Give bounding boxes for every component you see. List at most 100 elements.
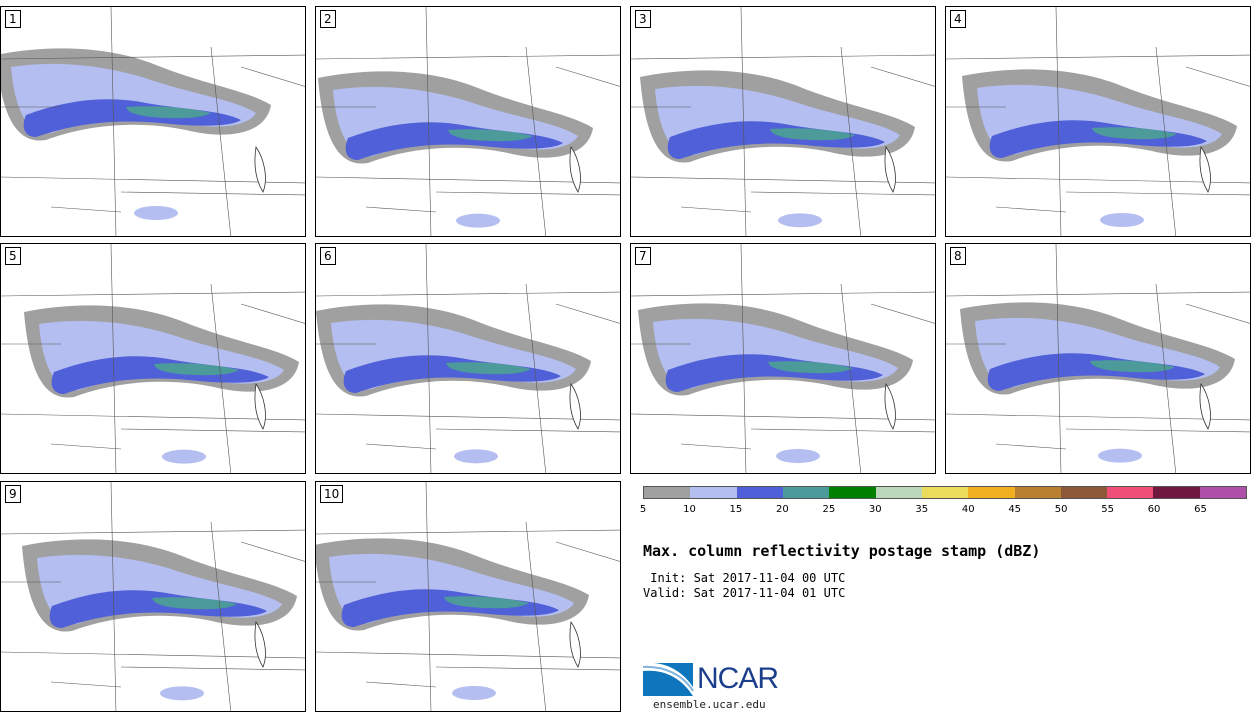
- state-boundary: [425, 7, 432, 236]
- state-boundary: [750, 428, 935, 433]
- colorbar-tick-label: 10: [683, 504, 696, 515]
- lake-outline: [569, 145, 581, 193]
- colorbar-swatch: [1199, 487, 1247, 498]
- state-boundary: [425, 244, 432, 473]
- colorbar-tick-label: 45: [1008, 504, 1022, 515]
- reflectivity-area: [770, 128, 855, 141]
- state-boundary: [555, 541, 620, 562]
- state-boundary: [1055, 7, 1062, 236]
- panel-number: 7: [635, 247, 651, 265]
- state-boundary: [946, 54, 1250, 60]
- colorbar-swatch: [1014, 487, 1061, 498]
- state-boundary: [316, 529, 620, 535]
- state-boundary: [1, 176, 305, 184]
- state-boundary: [240, 541, 305, 562]
- state-boundary: [110, 482, 117, 711]
- reflectivity-area: [452, 686, 496, 700]
- reflectivity-map: [946, 244, 1250, 473]
- colorbar-swatch: [690, 487, 737, 498]
- state-boundary: [316, 291, 620, 297]
- state-boundary: [120, 428, 305, 433]
- figure-title: Max. column reflectivity postage stamp (…: [643, 542, 1041, 560]
- state-boundary: [525, 521, 547, 711]
- reflectivity-colorbar: [643, 486, 1247, 499]
- state-boundary: [631, 176, 935, 184]
- colorbar-swatch: [875, 487, 922, 498]
- reflectivity-map: [316, 482, 620, 711]
- map-panel: 9: [0, 481, 306, 712]
- ncar-logo-icon: [643, 662, 694, 696]
- state-boundary: [120, 191, 305, 196]
- colorbar-swatch: [736, 487, 783, 498]
- reflectivity-area: [446, 362, 531, 375]
- state-boundary: [555, 303, 620, 324]
- state-boundary: [50, 206, 122, 213]
- logo-text: NCAR: [697, 662, 779, 695]
- state-boundary: [1065, 191, 1250, 196]
- state-boundary: [1065, 428, 1250, 433]
- reflectivity-area: [162, 449, 206, 464]
- colorbar-swatch: [968, 487, 1015, 498]
- state-boundary: [631, 54, 935, 60]
- state-boundary: [425, 482, 432, 711]
- state-boundary: [1055, 244, 1062, 473]
- reflectivity-map: [1, 482, 305, 711]
- state-boundary: [120, 666, 305, 671]
- colorbar-tick-label: 55: [1101, 504, 1114, 515]
- lake-outline: [569, 620, 581, 668]
- reflectivity-area: [126, 106, 211, 119]
- reflectivity-area: [152, 597, 237, 610]
- state-boundary: [525, 283, 547, 473]
- state-boundary: [1, 529, 305, 535]
- state-boundary: [435, 428, 620, 433]
- state-boundary: [631, 291, 935, 297]
- reflectivity-area: [444, 596, 529, 609]
- reflectivity-area: [454, 449, 498, 464]
- colorbar-tick-label: 25: [822, 504, 836, 515]
- reflectivity-area: [1092, 127, 1177, 140]
- colorbar-tick-label: 60: [1147, 504, 1161, 515]
- reflectivity-map: [631, 7, 935, 236]
- state-boundary: [1, 54, 305, 60]
- state-boundary: [50, 443, 122, 450]
- state-boundary: [946, 176, 1250, 184]
- valid-time: Valid: Sat 2017-11-04 01 UTC: [643, 586, 846, 600]
- colorbar-swatch: [1060, 487, 1108, 498]
- map-panel: 5: [0, 243, 306, 474]
- colorbar-tick-label: 40: [961, 504, 975, 515]
- colorbar-swatch: [1153, 487, 1200, 498]
- colorbar-tick-label: 5: [639, 504, 647, 515]
- state-boundary: [870, 303, 935, 324]
- reflectivity-area: [776, 449, 820, 463]
- state-boundary: [1, 651, 305, 659]
- map-panel: 6: [315, 243, 621, 474]
- state-boundary: [995, 206, 1067, 213]
- reflectivity-map: [316, 244, 620, 473]
- state-boundary: [365, 681, 437, 688]
- colorbar-swatch: [921, 487, 969, 498]
- map-panel: 1: [0, 6, 306, 237]
- reflectivity-area: [1098, 448, 1142, 463]
- state-boundary: [680, 206, 752, 213]
- reflectivity-map: [1, 244, 305, 473]
- state-boundary: [365, 443, 437, 450]
- state-boundary: [995, 443, 1067, 450]
- lake-outline: [884, 145, 896, 193]
- colorbar-swatch: [644, 487, 691, 498]
- lake-outline: [1199, 382, 1211, 430]
- colorbar-tick-label: 50: [1054, 504, 1068, 515]
- reflectivity-area: [1090, 360, 1175, 373]
- state-boundary: [525, 46, 547, 236]
- state-boundary: [1155, 283, 1177, 473]
- colorbar-tick-label: 65: [1194, 504, 1207, 515]
- lake-outline: [884, 382, 896, 430]
- panel-number: 4: [950, 10, 966, 28]
- map-panel: 10: [315, 481, 621, 712]
- state-boundary: [210, 521, 232, 711]
- init-time: Init: Sat 2017-11-04 00 UTC: [643, 571, 846, 585]
- state-boundary: [316, 54, 620, 60]
- colorbar-tick-label: 15: [729, 504, 743, 515]
- state-boundary: [240, 303, 305, 324]
- lake-outline: [1199, 145, 1211, 193]
- state-boundary: [840, 46, 862, 236]
